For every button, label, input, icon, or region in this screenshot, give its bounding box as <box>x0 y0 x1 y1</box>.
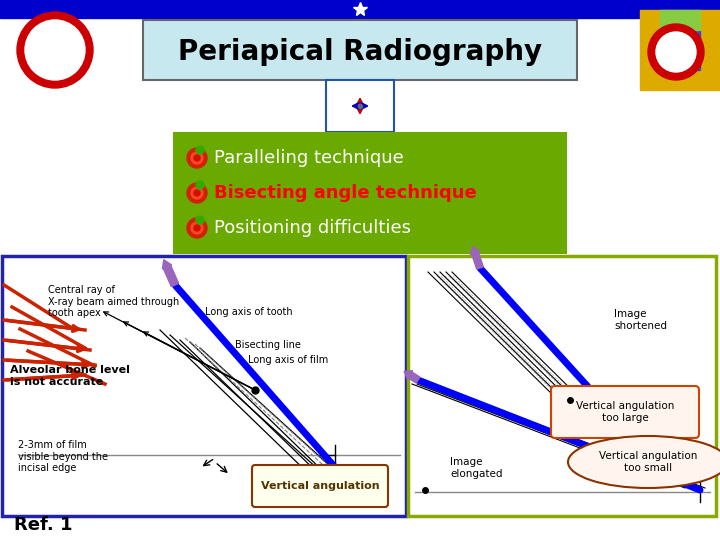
Circle shape <box>187 183 207 203</box>
FancyArrow shape <box>404 371 420 383</box>
Circle shape <box>194 190 200 196</box>
Text: 2-3mm of film
visible beyond the
incisal edge: 2-3mm of film visible beyond the incisal… <box>18 440 108 473</box>
Text: Bisecting angle technique: Bisecting angle technique <box>214 184 477 202</box>
FancyArrow shape <box>470 246 483 269</box>
Circle shape <box>656 32 696 72</box>
FancyArrow shape <box>163 260 179 287</box>
Circle shape <box>196 181 204 189</box>
Circle shape <box>191 187 203 199</box>
Text: ★: ★ <box>672 48 680 57</box>
Bar <box>0 0 720 18</box>
Circle shape <box>25 20 85 80</box>
Text: Vertical angulation
too small: Vertical angulation too small <box>599 451 697 473</box>
FancyBboxPatch shape <box>551 386 699 438</box>
Circle shape <box>194 155 200 161</box>
FancyBboxPatch shape <box>252 465 388 507</box>
FancyBboxPatch shape <box>326 80 394 132</box>
Text: Bisecting line: Bisecting line <box>235 340 301 350</box>
Text: Central ray of
X-ray beam aimed through
tooth apex: Central ray of X-ray beam aimed through … <box>48 285 179 318</box>
Text: Periapical Radiography: Periapical Radiography <box>178 38 542 66</box>
Text: Image
elongated: Image elongated <box>450 457 503 479</box>
FancyBboxPatch shape <box>2 256 406 516</box>
Bar <box>660 30 700 70</box>
FancyBboxPatch shape <box>143 20 577 80</box>
Text: Image
shortened: Image shortened <box>614 309 667 331</box>
Text: Alveolar bone level
is not accurate: Alveolar bone level is not accurate <box>10 365 130 387</box>
Circle shape <box>191 152 203 164</box>
FancyBboxPatch shape <box>173 132 567 254</box>
Text: Long axis of tooth: Long axis of tooth <box>205 307 292 317</box>
Circle shape <box>191 222 203 234</box>
Text: Paralleling technique: Paralleling technique <box>214 149 404 167</box>
Bar <box>640 10 720 90</box>
Circle shape <box>196 146 204 154</box>
Text: Vertical angulation
too large: Vertical angulation too large <box>576 401 674 423</box>
Circle shape <box>196 216 204 224</box>
Ellipse shape <box>568 436 720 488</box>
Text: Ref. 1: Ref. 1 <box>14 516 73 534</box>
FancyBboxPatch shape <box>408 256 716 516</box>
Circle shape <box>662 38 690 66</box>
Text: ★
—: ★ — <box>50 39 60 61</box>
Circle shape <box>648 24 704 80</box>
Text: Vertical angulation: Vertical angulation <box>261 481 379 491</box>
Text: Long axis of film: Long axis of film <box>248 355 328 365</box>
Circle shape <box>187 218 207 238</box>
Bar <box>660 10 700 30</box>
Circle shape <box>33 28 77 72</box>
Circle shape <box>187 148 207 168</box>
Circle shape <box>194 225 200 231</box>
Text: Positioning difficulties: Positioning difficulties <box>214 219 411 237</box>
Circle shape <box>17 12 93 88</box>
